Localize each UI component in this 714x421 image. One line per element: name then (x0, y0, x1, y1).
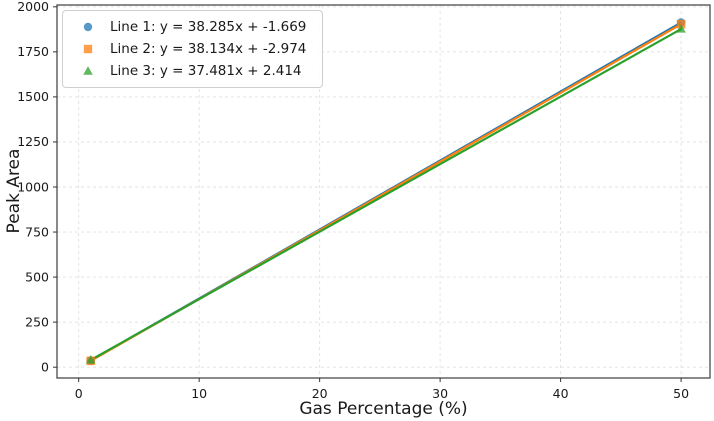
data-point-series-3 (85, 355, 96, 364)
x-tick-label: 30 (432, 386, 448, 401)
x-tick-label: 0 (75, 386, 83, 401)
data-point-series-3 (676, 24, 686, 33)
legend-item: Line 1: y = 38.285x + -1.669 (75, 18, 306, 36)
x-tick-label: 50 (673, 386, 689, 401)
y-tick-label: 1000 (17, 179, 49, 194)
x-tick-label: 40 (553, 386, 569, 401)
legend-item-label: Line 1: y = 38.285x + -1.669 (110, 19, 307, 35)
legend-item: Line 2: y = 38.134x + -2.974 (75, 40, 306, 58)
y-axis-label: Peak Area (4, 148, 24, 234)
y-tick-label: 1500 (17, 89, 49, 104)
y-tick-label: 2000 (17, 0, 49, 14)
x-axis-label: Gas Percentage (%) (299, 399, 468, 419)
x-tick-label: 20 (312, 386, 328, 401)
legend-item: Line 3: y = 37.481x + 2.414 (75, 62, 306, 80)
legend-square-icon (75, 43, 101, 55)
legend-item-label: Line 2: y = 38.134x + -2.974 (110, 41, 307, 57)
y-tick-label: 500 (25, 269, 49, 284)
legend: Line 1: y = 38.285x + -1.669 Line 2: y = … (62, 10, 324, 88)
y-tick-label: 750 (25, 224, 49, 239)
series-line-3 (89, 27, 683, 362)
y-tick-label: 1250 (17, 134, 49, 149)
x-tick-label: 10 (191, 386, 207, 401)
plot-border (56, 4, 711, 379)
legend-triangle-icon (75, 65, 101, 77)
y-tick-label: 250 (25, 314, 49, 329)
legend-item-label: Line 3: y = 37.481x + 2.414 (110, 63, 302, 79)
legend-circle-icon (75, 21, 101, 33)
y-tick-label: 1750 (17, 44, 49, 59)
y-tick-label: 0 (41, 359, 49, 374)
